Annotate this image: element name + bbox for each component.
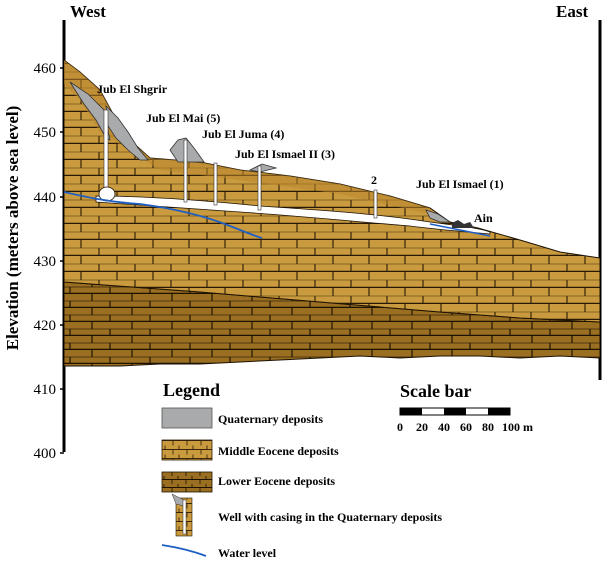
legend-swatch-quaternary	[161, 407, 213, 429]
scale-bar-title: Scale bar	[400, 381, 472, 401]
middle-eocene-upper-band	[64, 60, 430, 214]
well-label: Jub El Mai (5)	[146, 111, 220, 125]
legend-item-label: Well with casing in the Quaternary depos…	[218, 510, 442, 524]
well-casing	[183, 139, 188, 203]
spring-marker	[452, 220, 474, 228]
well-casing	[213, 162, 218, 206]
legend-swatch-middle-eocene	[161, 439, 213, 461]
y-tick: 410	[34, 382, 57, 398]
quaternary-deposit	[105, 104, 149, 161]
legend-item-label: Quaternary deposits	[218, 412, 323, 426]
scale-tick: 100 m	[502, 420, 533, 434]
quaternary-deposit	[248, 163, 278, 173]
y-tick: 400	[34, 446, 57, 462]
y-axis-title: Elevation (meters above sea level)	[3, 106, 22, 351]
y-tick: 440	[34, 190, 57, 206]
well-label: Jub El Shgrir	[97, 82, 168, 96]
scale-tick: 0	[397, 420, 403, 434]
well-casing	[373, 189, 378, 219]
y-axis: 460 450 440 430 420 410 400	[34, 61, 64, 462]
west-label: West	[70, 2, 106, 21]
water-level-line	[64, 191, 263, 239]
well-label: Jub El Ismael II (3)	[235, 147, 335, 161]
well-label: Ain	[474, 211, 493, 225]
legend-well-icon	[171, 493, 193, 537]
y-tick: 450	[34, 125, 57, 141]
scale-tick: 20	[416, 420, 428, 434]
water-level-line-east	[429, 223, 491, 237]
legend-title: Legend	[163, 380, 220, 400]
scale-bar: Scale bar 0 20 40 60 80 100 m	[397, 381, 533, 434]
legend-swatch-lower-eocene	[161, 471, 213, 493]
y-tick: 430	[34, 254, 57, 270]
legend-water-line	[161, 544, 207, 557]
y-tick: 460	[34, 61, 57, 77]
well-label: Jub El Ismael (1)	[416, 177, 504, 191]
legend-item-label: Water level	[218, 546, 277, 560]
well-casing	[103, 109, 109, 197]
geological-section	[64, 59, 600, 367]
legend-item-label: Middle Eocene deposits	[218, 444, 339, 458]
well-label: Jub El Juma (4)	[202, 127, 284, 141]
well-label: 2	[371, 173, 377, 187]
scale-tick: 80	[482, 420, 494, 434]
well-casing	[257, 165, 262, 211]
legend-item-label: Lower Eocene deposits	[218, 474, 335, 488]
scale-tick: 60	[460, 420, 472, 434]
quaternary-deposit	[425, 209, 452, 223]
scale-tick: 40	[438, 420, 450, 434]
y-tick: 420	[34, 318, 57, 334]
east-label: East	[556, 2, 588, 21]
legend: Legend Quaternary deposits Middle Eocene…	[161, 380, 442, 560]
